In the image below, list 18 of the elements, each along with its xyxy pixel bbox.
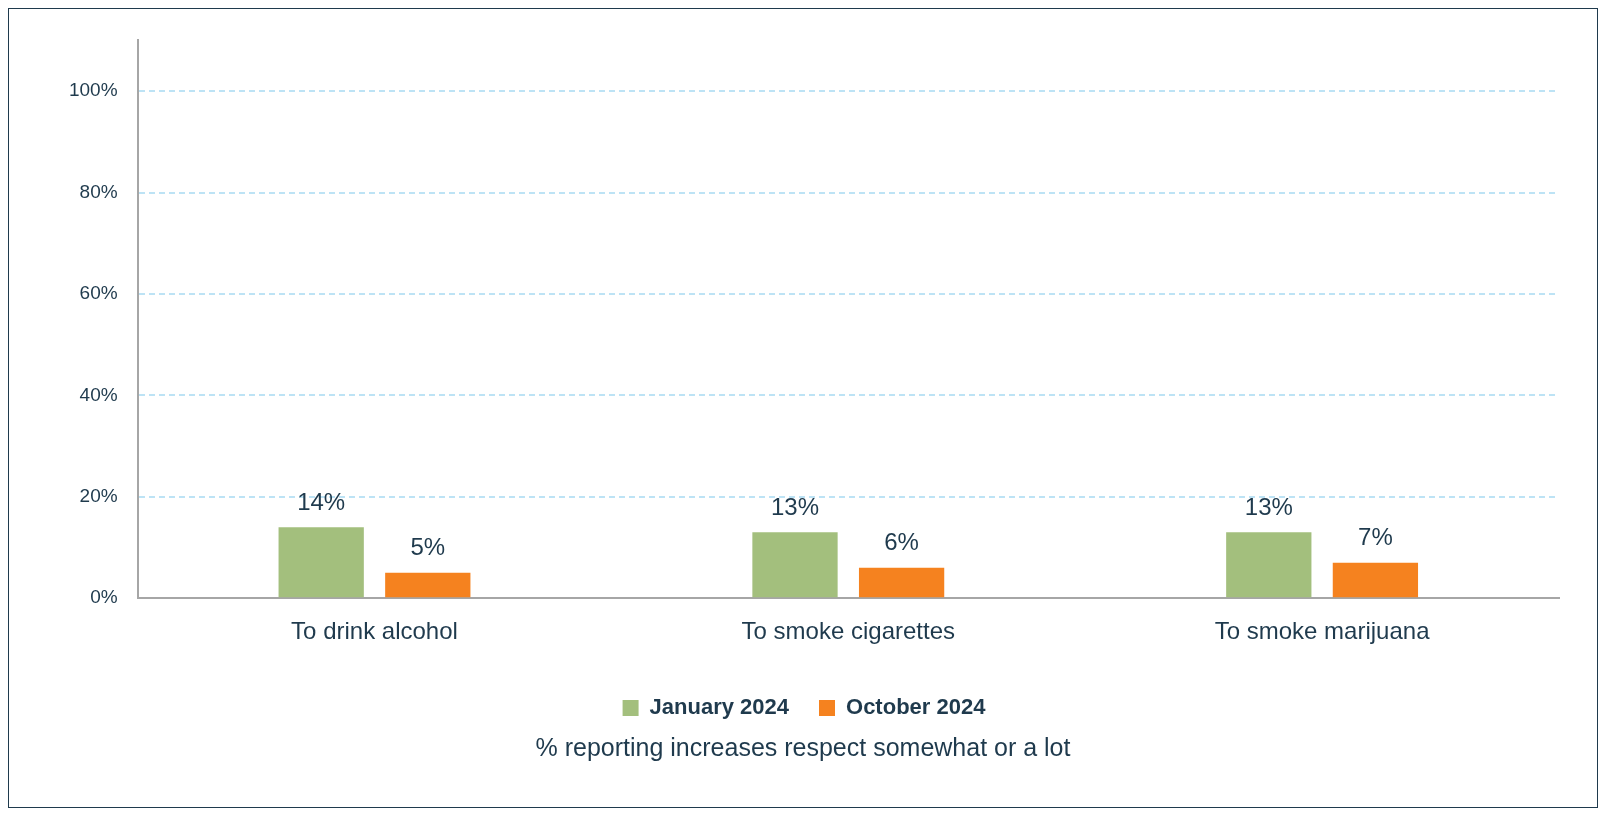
text: 5% <box>410 533 446 561</box>
y-tick-label: 100% <box>68 79 118 101</box>
text: 6% <box>884 528 919 556</box>
text: 13% <box>770 492 820 520</box>
y-tick-label: 60% <box>79 282 118 304</box>
legend-label: October 2024 <box>846 694 987 720</box>
y-tick-label: 20% <box>79 485 118 507</box>
y-tick-label: 80% <box>79 180 118 202</box>
text: 13% <box>1244 492 1293 520</box>
x-tick-label: To smoke cigarettes <box>741 617 956 645</box>
legend-label: January 2024 <box>649 694 790 720</box>
y-tick-label: 40% <box>79 383 118 405</box>
x-tick-label: To drink alcohol <box>291 617 458 645</box>
x-axis-title: % reporting increases respect somewhat or a lot <box>534 733 1072 762</box>
x-tick-label: To smoke marijuana <box>1214 617 1431 645</box>
y-tick-label: 0% <box>90 586 118 608</box>
text: 7% <box>1358 523 1393 551</box>
text: 14% <box>297 487 346 515</box>
